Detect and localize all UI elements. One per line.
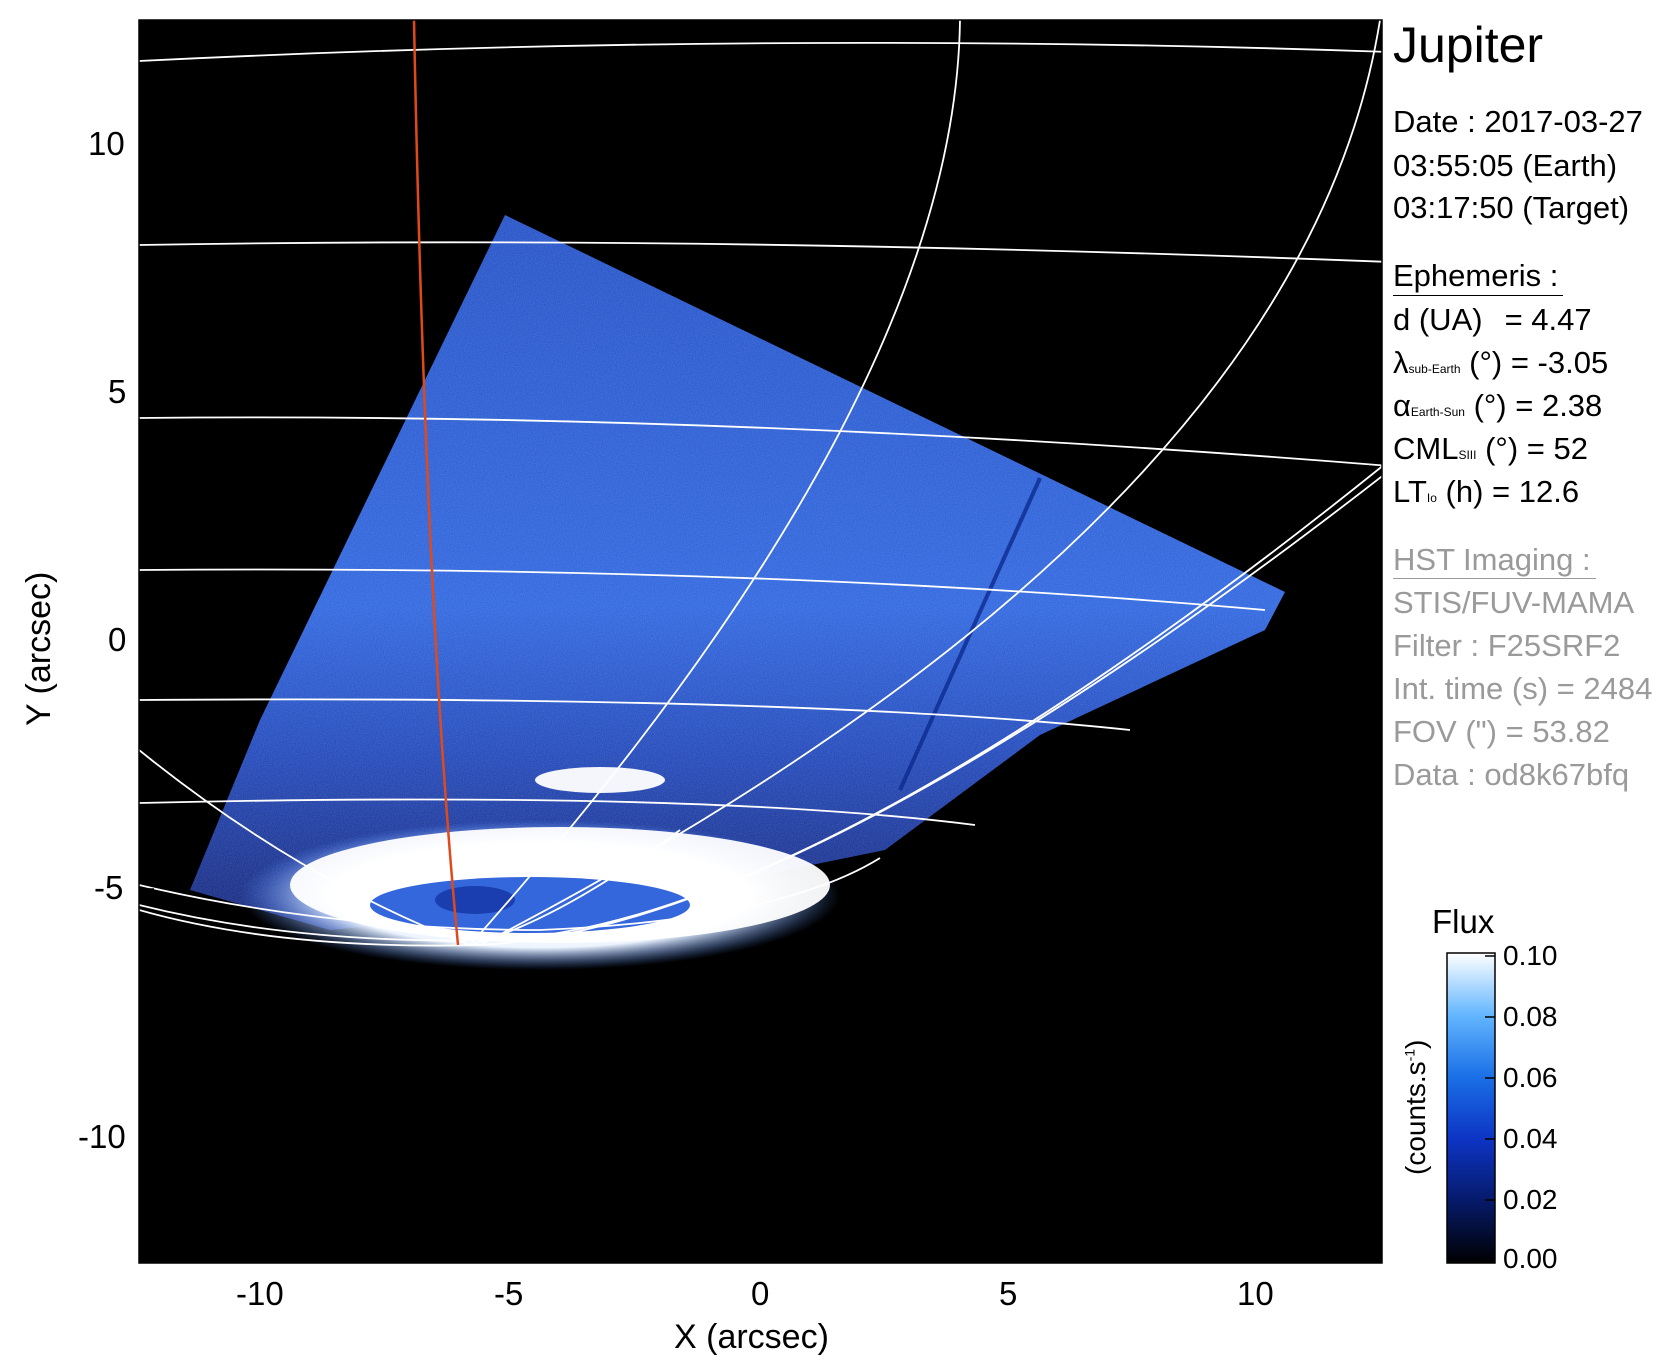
hst-fov: FOV (") = 53.82 — [1393, 714, 1610, 749]
central-meridian-line — [412, 20, 460, 946]
target-title: Jupiter — [1393, 17, 1544, 73]
sub-earth-subscript: sub-Earth — [1408, 362, 1461, 376]
sub-earth-symbol: λ — [1393, 345, 1409, 380]
lt-value: (h) = 12.6 — [1445, 474, 1580, 509]
lt-symbol: LT — [1393, 474, 1427, 509]
lt-subscript: Io — [1426, 491, 1437, 505]
hst-int-time: Int. time (s) = 2484 — [1393, 671, 1653, 706]
colorbar-ticks — [1485, 955, 1495, 1262]
y-tick-label: 10 — [88, 125, 125, 162]
earth-sun-value: (°) = 2.38 — [1473, 388, 1603, 423]
hst-heading: HST Imaging : — [1393, 542, 1591, 577]
cml-value: (°) = 52 — [1485, 431, 1588, 466]
cml-row: CMLSIII (°) = 52 — [1393, 431, 1588, 467]
colorbar-unit-sup: -1 — [1401, 1048, 1418, 1062]
earth-sun-symbol: α — [1393, 388, 1411, 423]
colorbar-tick-label: 0.10 — [1503, 940, 1558, 971]
hst-instrument: STIS/FUV-MAMA — [1393, 585, 1635, 620]
sub-earth-row: λsub-Earth (°) = -3.05 — [1393, 345, 1608, 381]
distance-label: d (UA) — [1393, 302, 1483, 337]
y-tick-label: -5 — [94, 869, 124, 906]
earth-time: 03:55:05 (Earth) — [1393, 148, 1618, 183]
earth-sun-subscript: Earth-Sun — [1410, 405, 1465, 419]
y-tick-label: 0 — [108, 621, 127, 658]
colorbar-tick-label: 0.08 — [1503, 1001, 1558, 1032]
colorbar-tick-label: 0.04 — [1503, 1123, 1558, 1154]
colorbar-tick-label: 0.02 — [1503, 1184, 1558, 1215]
colorbar-unit-close: ) — [1400, 1039, 1431, 1049]
ephemeris-heading: Ephemeris : — [1393, 258, 1559, 293]
earth-sun-row: αEarth-Sun (°) = 2.38 — [1393, 388, 1602, 424]
axis-ticks — [139, 144, 1258, 1263]
ephemeris-underline — [1393, 295, 1563, 296]
hst-underline — [1393, 578, 1596, 579]
colorbar — [1446, 952, 1496, 1264]
hst-data-id: Data : od8k67bfq — [1393, 757, 1630, 792]
cml-symbol: CML — [1393, 431, 1459, 466]
x-tick-label: 5 — [999, 1275, 1018, 1312]
colorbar-tick-label: 0.00 — [1503, 1243, 1558, 1274]
x-tick-label: -10 — [236, 1275, 284, 1312]
y-tick-label: 5 — [108, 373, 127, 410]
date-line: Date : 2017-03-27 — [1393, 104, 1643, 139]
colorbar-title: Flux — [1432, 903, 1495, 940]
cml-subscript: SIII — [1458, 448, 1477, 462]
latitude-grid — [139, 41, 1382, 947]
colorbar-unit: (counts.s — [1400, 1061, 1431, 1175]
longitude-grid — [139, 20, 1381, 946]
x-tick-label: 0 — [751, 1275, 770, 1312]
colorbar-unit-label: (counts.s-1) — [1400, 1040, 1432, 1175]
x-axis-label: X (arcsec) — [674, 1318, 829, 1356]
hst-filter: Filter : F25SRF2 — [1393, 628, 1621, 663]
auroral-oval — [240, 767, 840, 970]
sub-earth-value: (°) = -3.05 — [1469, 345, 1609, 380]
x-tick-label: -5 — [494, 1275, 524, 1312]
distance-value: = 4.47 — [1504, 302, 1592, 337]
distance-row: d (UA) = 4.47 — [1393, 302, 1592, 338]
lt-row: LTIo (h) = 12.6 — [1393, 474, 1579, 510]
y-axis-label: Y (arcsec) — [20, 571, 58, 726]
x-tick-label: 10 — [1237, 1275, 1274, 1312]
target-time: 03:17:50 (Target) — [1393, 190, 1630, 225]
colorbar-tick-label: 0.06 — [1503, 1062, 1558, 1093]
y-tick-label: -10 — [78, 1118, 126, 1155]
